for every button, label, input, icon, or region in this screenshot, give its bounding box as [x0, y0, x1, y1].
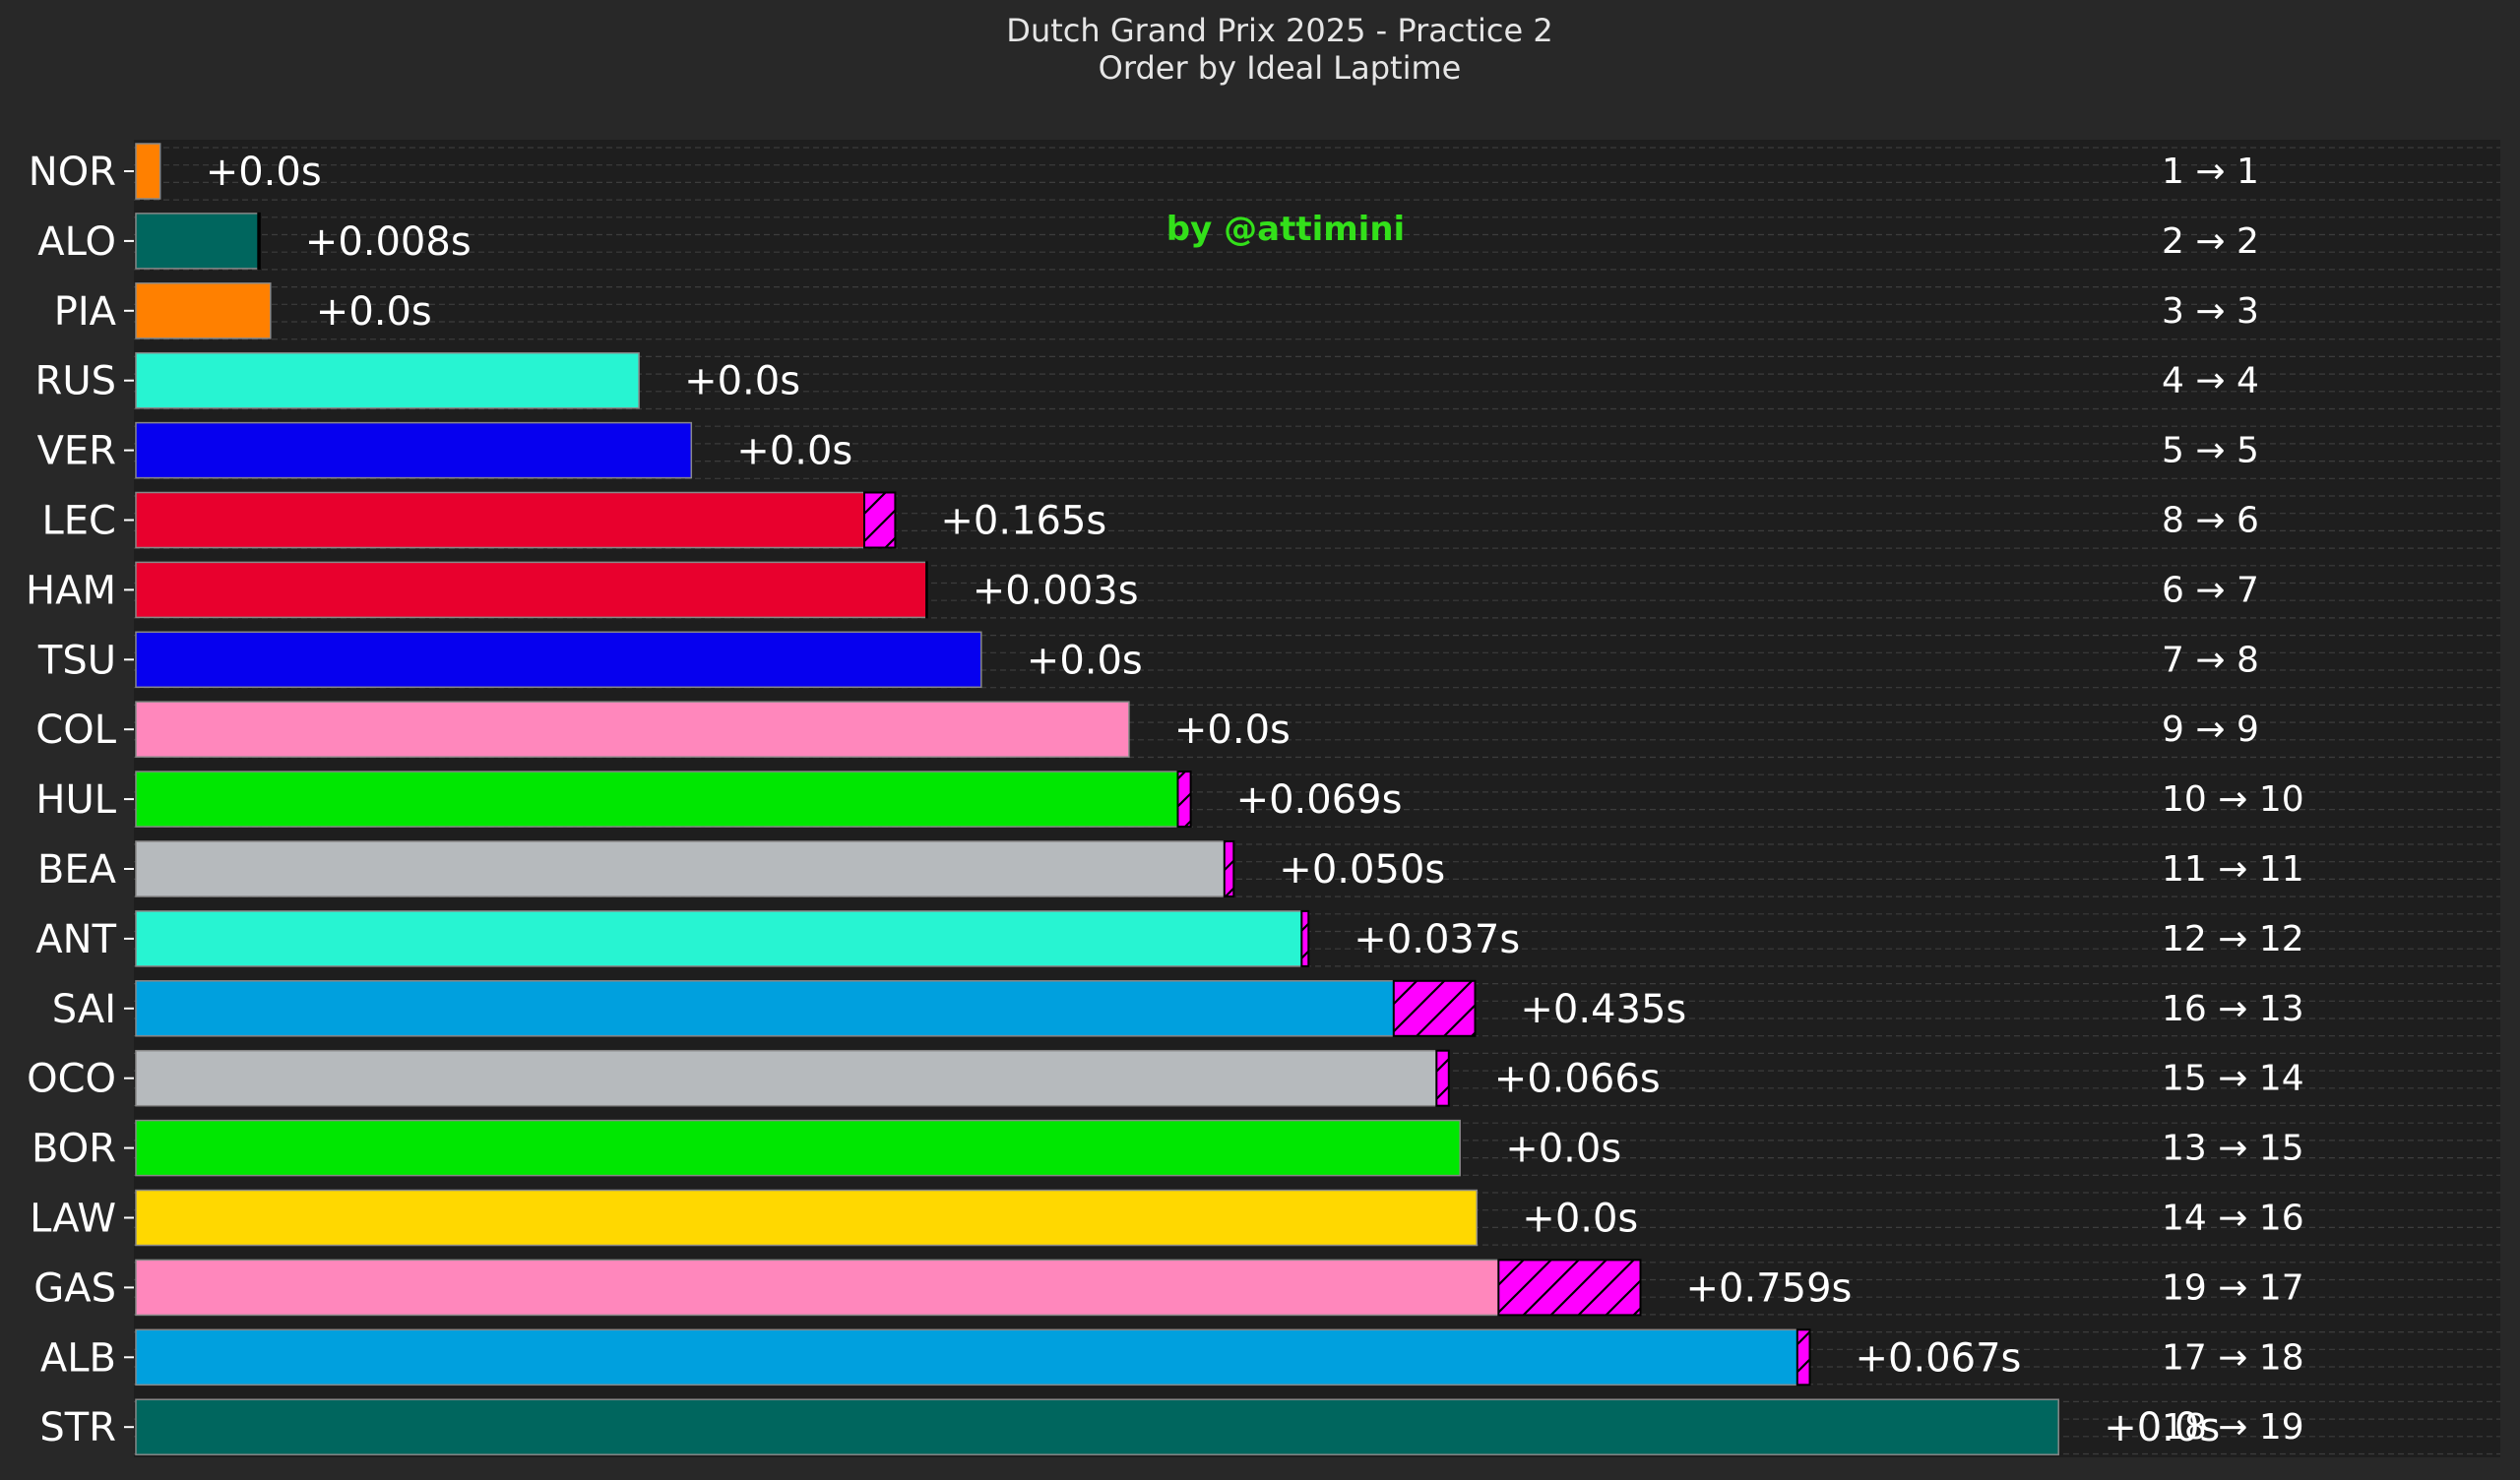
bar: [135, 980, 1395, 1037]
gain-label: +0.003s: [973, 568, 1139, 613]
bar: [135, 491, 865, 549]
rank-change-label: 18 → 19: [2162, 1407, 2304, 1448]
driver-label: HUL: [35, 777, 116, 823]
gain-label: +0.0s: [2104, 1405, 2220, 1450]
rank-change-label: 14 → 16: [2162, 1199, 2304, 1239]
bar: [135, 701, 1130, 758]
rank-change-label: 6 → 7: [2162, 570, 2259, 610]
gain-label: +0.067s: [1856, 1335, 2022, 1381]
bar: [135, 840, 1226, 897]
rank-change-label: 8 → 6: [2162, 501, 2259, 541]
driver-label: GAS: [33, 1265, 116, 1311]
gain-bar: [1223, 840, 1235, 897]
bar: [135, 351, 640, 409]
gain-label: +0.066s: [1494, 1057, 1661, 1102]
gain-label: +0.759s: [1686, 1265, 1853, 1311]
bar: [135, 282, 272, 339]
gain-label: +0.0s: [316, 289, 432, 335]
watermark: by @attimini: [1166, 210, 1405, 249]
gain-bar: [925, 561, 928, 619]
driver-label: STR: [39, 1405, 116, 1450]
gain-label: +0.0s: [1174, 708, 1291, 753]
bar: [135, 1398, 2059, 1455]
gain-label: +0.0s: [736, 429, 852, 474]
bars: NOR +0.0s 1 → 1 ALO +0.008s 2 → 2 PIA +0.0s 3 → …: [26, 143, 2304, 1455]
bar: [135, 143, 161, 200]
gain-bar: [1796, 1328, 1811, 1387]
bar: [135, 1328, 1798, 1387]
driver-label: HAM: [26, 568, 116, 613]
rank-change-label: 12 → 12: [2162, 919, 2304, 959]
gain-label: +0.008s: [305, 219, 472, 265]
bar: [135, 561, 927, 619]
driver-label: ALB: [40, 1335, 116, 1381]
bar: [135, 1189, 1479, 1247]
bar: [135, 421, 693, 479]
driver-label: NOR: [29, 150, 116, 195]
driver-label: SAI: [52, 987, 116, 1032]
gain-label: +0.0s: [684, 359, 800, 404]
rank-change-label: 4 → 4: [2162, 361, 2259, 401]
gain-bar: [1392, 979, 1477, 1037]
rank-change-label: 9 → 9: [2162, 709, 2259, 750]
driver-label: COL: [35, 708, 116, 753]
driver-label: ANT: [35, 917, 116, 962]
gain-label: +0.0s: [206, 150, 322, 195]
gain-bar: [1497, 1259, 1642, 1317]
bar: [135, 1259, 1500, 1317]
gain-label: +0.165s: [940, 499, 1106, 544]
chart-title: Dutch Grand Prix 2025 - Practice 2: [1006, 12, 1552, 49]
gain-bar: [863, 491, 897, 549]
rank-change-label: 13 → 15: [2162, 1129, 2304, 1169]
gain-label: +0.0s: [1027, 638, 1143, 683]
driver-label: TSU: [37, 638, 116, 683]
gain-label: +0.037s: [1354, 917, 1520, 962]
rank-change-label: 5 → 5: [2162, 431, 2259, 471]
gain-bar: [1435, 1049, 1450, 1107]
driver-label: BOR: [32, 1127, 116, 1172]
driver-label: OCO: [27, 1057, 116, 1102]
rank-change-label: 17 → 18: [2162, 1337, 2304, 1378]
bar: [135, 631, 982, 689]
bar: [135, 213, 260, 270]
bar: [135, 771, 1179, 828]
rank-change-label: 10 → 10: [2162, 779, 2304, 820]
rank-change-label: 15 → 14: [2162, 1059, 2304, 1099]
gain-label: +0.069s: [1236, 777, 1403, 823]
rank-change-label: 7 → 8: [2162, 640, 2259, 680]
gain-label: +0.0s: [1522, 1197, 1638, 1242]
driver-label: LAW: [30, 1197, 116, 1242]
rank-change-label: 16 → 13: [2162, 989, 2304, 1029]
driver-label: ALO: [37, 219, 116, 265]
gain-label: +0.0s: [1505, 1127, 1621, 1172]
driver-label: PIA: [54, 289, 117, 335]
driver-label: VER: [37, 429, 116, 474]
driver-label: RUS: [35, 359, 116, 404]
driver-label: LEC: [42, 499, 117, 544]
rank-change-label: 19 → 17: [2162, 1267, 2304, 1308]
rank-change-label: 2 → 2: [2162, 221, 2259, 262]
gain-bar: [1300, 909, 1310, 967]
gain-label: +0.050s: [1279, 847, 1445, 893]
bar: [135, 1049, 1438, 1107]
chart-subtitle: Order by Ideal Laptime: [1099, 49, 1462, 87]
rank-change-label: 3 → 3: [2162, 291, 2259, 332]
bar: [135, 910, 1303, 967]
rank-change-label: 11 → 11: [2162, 849, 2304, 890]
rank-change-label: 1 → 1: [2162, 152, 2259, 192]
gain-label: +0.435s: [1520, 987, 1686, 1032]
bar: [135, 1119, 1461, 1177]
gain-bar: [257, 212, 261, 270]
gain-bar: [1176, 771, 1192, 829]
driver-label: BEA: [37, 847, 117, 893]
